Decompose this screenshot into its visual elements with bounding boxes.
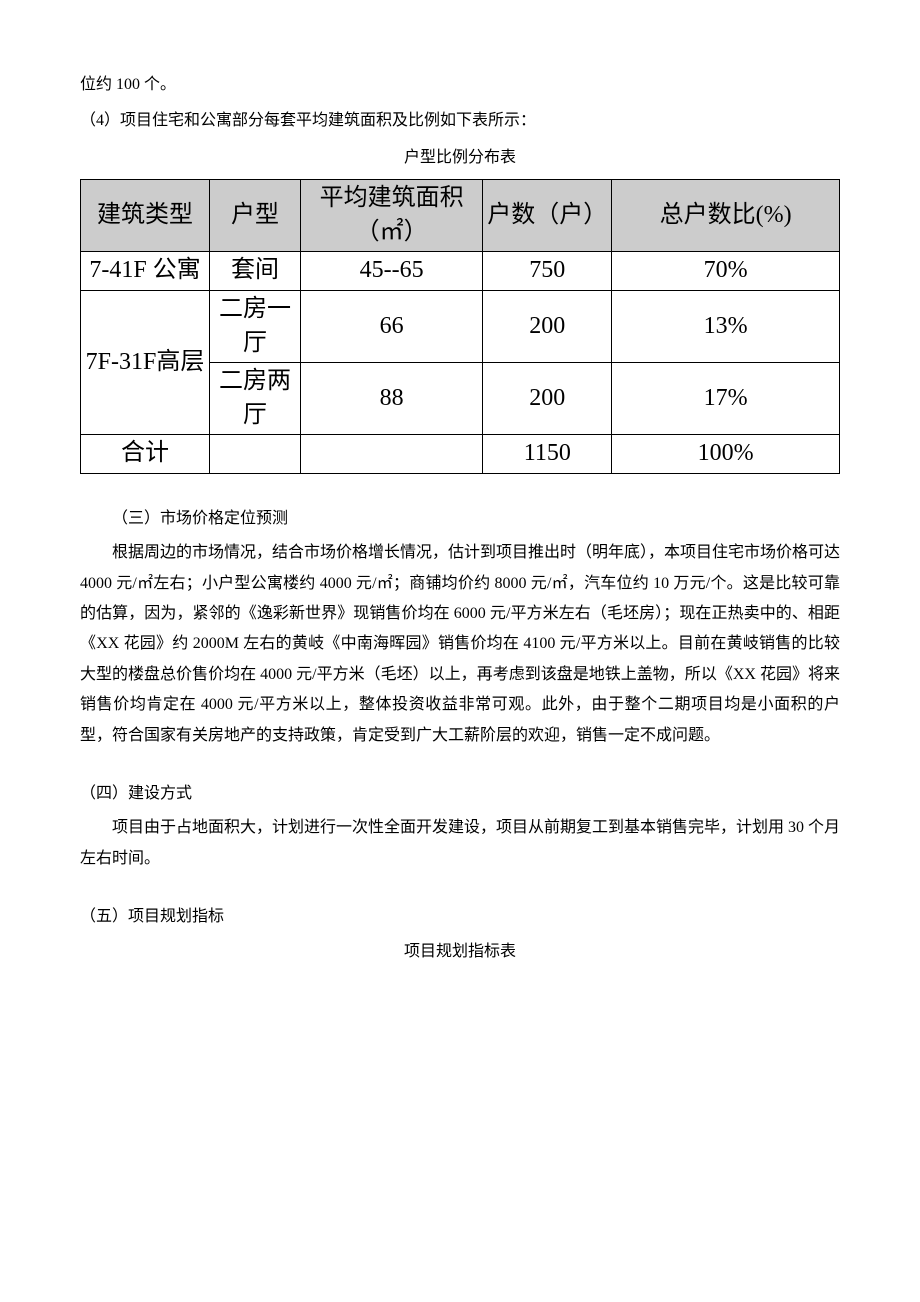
section4-title: （四）建设方式 [80,779,840,809]
section3-body: 根据周边的市场情况，结合市场价格增长情况，估计到项目推出时（明年底），本项目住宅… [80,538,840,751]
intro-line1: 位约 100 个。 [80,70,840,100]
cell-percentage: 13% [612,290,840,362]
th-avg-area: 平均建筑面积（㎡） [301,180,483,252]
th-households: 户数（户） [483,180,612,252]
table-title: 户型比例分布表 [80,143,840,173]
cell-unit-type: 套间 [210,252,301,291]
cell-percentage-total: 100% [612,435,840,474]
cell-empty [210,435,301,474]
cell-unit-type: 二房两厅 [210,363,301,435]
cell-unit-type: 二房一厅 [210,290,301,362]
cell-avg-area: 88 [301,363,483,435]
cell-households: 200 [483,363,612,435]
section3-title: （三）市场价格定位预测 [80,504,840,534]
table-row: 7-41F 公寓 套间 45--65 750 70% [81,252,840,291]
th-unit-type: 户型 [210,180,301,252]
cell-avg-area: 66 [301,290,483,362]
cell-empty [301,435,483,474]
cell-households-total: 1150 [483,435,612,474]
unit-ratio-table: 建筑类型 户型 平均建筑面积（㎡） 户数（户） 总户数比(%) 7-41F 公寓… [80,179,840,474]
section4-body: 项目由于占地面积大，计划进行一次性全面开发建设，项目从前期复工到基本销售完毕，计… [80,813,840,874]
th-building-type: 建筑类型 [81,180,210,252]
table-header-row: 建筑类型 户型 平均建筑面积（㎡） 户数（户） 总户数比(%) [81,180,840,252]
intro-line2: （4）项目住宅和公寓部分每套平均建筑面积及比例如下表所示： [80,106,840,136]
cell-total-label: 合计 [81,435,210,474]
table-row: 7F-31F高层 二房一厅 66 200 13% [81,290,840,362]
cell-percentage: 17% [612,363,840,435]
th-percentage: 总户数比(%) [612,180,840,252]
cell-percentage: 70% [612,252,840,291]
section5-title: （五）项目规划指标 [80,902,840,932]
cell-households: 750 [483,252,612,291]
cell-households: 200 [483,290,612,362]
table2-title: 项目规划指标表 [80,937,840,967]
cell-building-type: 7F-31F高层 [81,290,210,434]
table-row-total: 合计 1150 100% [81,435,840,474]
cell-building-type: 7-41F 公寓 [81,252,210,291]
cell-avg-area: 45--65 [301,252,483,291]
